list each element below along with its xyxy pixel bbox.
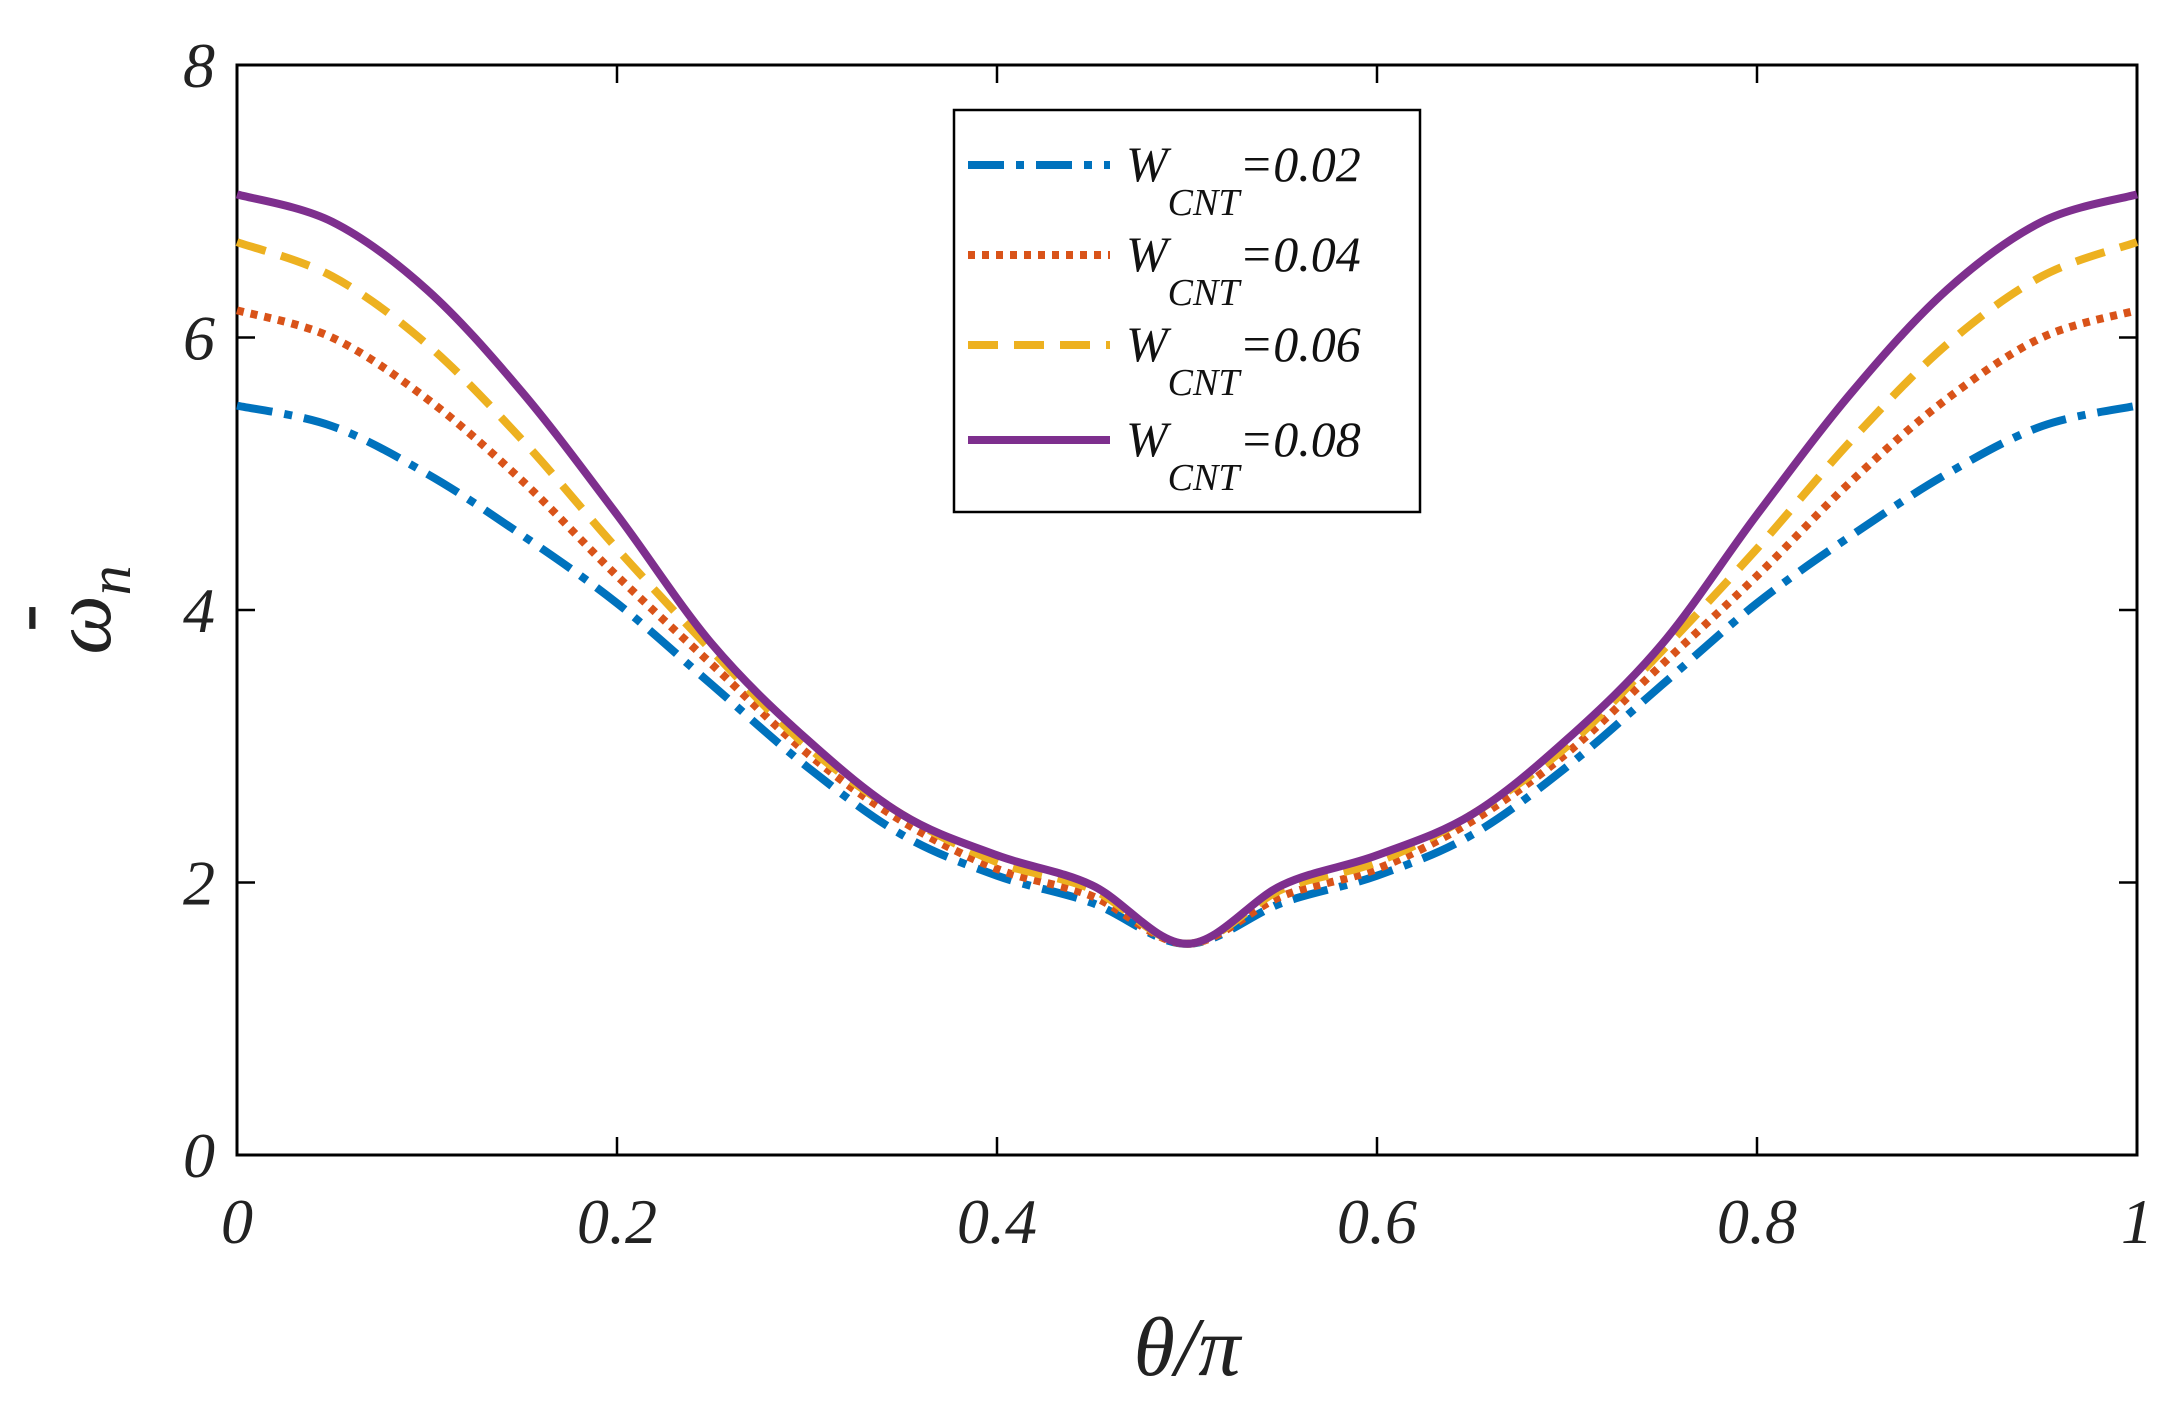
legend-sub: CNT bbox=[1168, 362, 1243, 404]
legend-main: W bbox=[1126, 226, 1172, 282]
legend-value: =0.06 bbox=[1239, 316, 1360, 372]
y-tick-label: 2 bbox=[183, 848, 215, 919]
series-lines bbox=[235, 190, 2139, 948]
legend-main: W bbox=[1126, 411, 1172, 467]
series-line-4 bbox=[235, 190, 2139, 948]
y-tick-label: 0 bbox=[183, 1120, 215, 1191]
series-line-2 bbox=[235, 306, 2139, 948]
legend-sub: CNT bbox=[1168, 457, 1243, 499]
y-tick-label: 8 bbox=[183, 30, 215, 101]
y-tick-label: 4 bbox=[183, 575, 215, 646]
legend-main: W bbox=[1126, 316, 1172, 372]
x-tick-label: 0.4 bbox=[957, 1186, 1037, 1257]
y-tick-label: 6 bbox=[183, 303, 215, 374]
svg-text:ωn: ωn bbox=[36, 565, 143, 654]
tick-labels: 0 0.2 0.4 0.6 0.8 1 0 2 4 6 8 bbox=[183, 30, 2153, 1257]
legend-sub: CNT bbox=[1168, 272, 1243, 314]
y-axis-label-sub: n bbox=[77, 565, 143, 595]
legend-main: W bbox=[1126, 136, 1172, 192]
x-tick-label: 0 bbox=[221, 1186, 253, 1257]
x-tick-label: 0.2 bbox=[577, 1186, 657, 1257]
tick-marks bbox=[235, 63, 2139, 1157]
legend-label-1: WCNT=0.02 bbox=[1126, 136, 1361, 224]
y-axis-label: ωn - bbox=[0, 565, 143, 654]
y-axis-label-bar: - bbox=[0, 604, 71, 632]
x-axis-label: θ/π bbox=[1134, 1301, 1244, 1394]
x-tick-label: 0.6 bbox=[1337, 1186, 1417, 1257]
legend-value: =0.04 bbox=[1239, 226, 1360, 282]
legend-label-3: WCNT=0.06 bbox=[1126, 316, 1361, 404]
legend-sub: CNT bbox=[1168, 182, 1243, 224]
x-tick-label: 0.8 bbox=[1717, 1186, 1797, 1257]
legend-value: =0.08 bbox=[1239, 411, 1360, 467]
y-axis-label-base: ω bbox=[36, 595, 129, 654]
legend-label-2: WCNT=0.04 bbox=[1126, 226, 1361, 314]
legend-label-4: WCNT=0.08 bbox=[1126, 411, 1361, 499]
x-tick-label: 1 bbox=[2121, 1186, 2153, 1257]
legend-value: =0.02 bbox=[1239, 136, 1360, 192]
legend-box bbox=[952, 108, 1422, 514]
